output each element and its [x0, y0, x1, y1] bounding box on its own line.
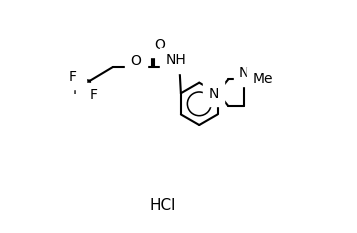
Text: NH: NH	[166, 53, 187, 67]
Text: Me: Me	[252, 72, 273, 86]
Text: O: O	[130, 54, 141, 68]
Text: N: N	[239, 66, 250, 80]
Text: F: F	[72, 83, 81, 97]
Text: F: F	[69, 70, 77, 84]
Text: N: N	[208, 87, 218, 101]
Text: F: F	[90, 88, 97, 102]
Text: HCl: HCl	[149, 198, 176, 213]
Text: O: O	[155, 38, 165, 52]
